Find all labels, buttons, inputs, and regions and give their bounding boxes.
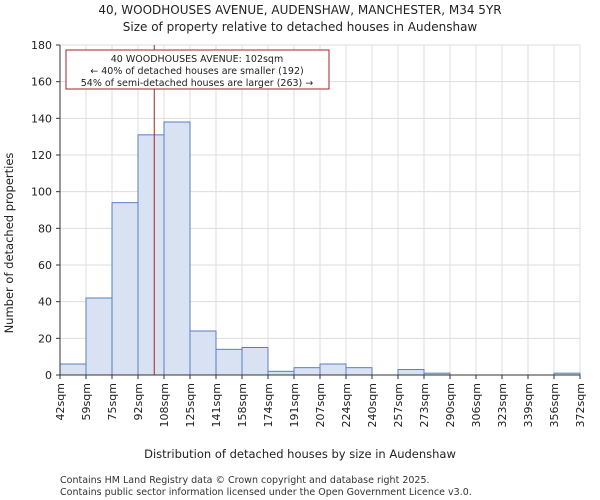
y-tick-label: 100 (31, 186, 52, 199)
x-tick-label: 191sqm (288, 383, 301, 427)
bar (111, 202, 139, 376)
x-tick-label: 224sqm (340, 383, 353, 427)
bar (163, 121, 191, 376)
x-tick-label: 125sqm (184, 383, 197, 427)
x-tick-label: 273sqm (418, 383, 431, 427)
x-tick-label: 174sqm (262, 383, 275, 427)
y-tick-label: 40 (38, 296, 52, 309)
x-tick-label: 339sqm (522, 383, 535, 427)
x-tick-label: 92sqm (132, 383, 145, 420)
x-tick-label: 306sqm (470, 383, 483, 427)
bar (137, 134, 165, 376)
x-tick-label: 42sqm (54, 383, 67, 420)
annotation-line2: ← 40% of detached houses are smaller (19… (90, 66, 303, 77)
annotation-line1: 40 WOODHOUSES AVENUE: 102sqm (111, 54, 283, 65)
chart-title-line2: Size of property relative to detached ho… (123, 20, 478, 34)
x-tick-label: 207sqm (314, 383, 327, 427)
annotation-border (65, 49, 330, 90)
bar (319, 363, 347, 376)
bar (215, 348, 243, 376)
y-axis-label: Number of detached properties (2, 153, 16, 334)
x-tick-label: 323sqm (496, 383, 509, 427)
y-tick-label: 120 (31, 149, 52, 162)
x-tick-label: 290sqm (444, 383, 457, 427)
y-tick-label: 180 (31, 39, 52, 52)
x-axis-ticks: 42sqm 59sqm 75sqm 92sqm 108sqm 125sqm 141sqm 15… (54, 375, 587, 427)
annotation-box: 40 WOODHOUSES AVENUE: 102sqm ← 40% of de… (65, 49, 330, 90)
chart-title-line1: 40, WOODHOUSES AVENUE, AUDENSHAW, MANCHE… (98, 3, 501, 17)
y-axis-ticks: 0 20 40 60 80 100 120 140 160 180 (31, 39, 60, 382)
x-tick-label: 240sqm (366, 383, 379, 427)
footer-line2: Contains public sector information licen… (60, 487, 472, 498)
y-tick-label: 80 (38, 222, 52, 235)
x-tick-label: 158sqm (236, 383, 249, 427)
y-tick-label: 0 (45, 369, 52, 382)
x-axis-label: Distribution of detached houses by size … (144, 447, 456, 461)
y-tick-label: 140 (31, 112, 52, 125)
y-tick-label: 20 (38, 332, 52, 345)
bar (345, 367, 373, 376)
footer-line1: Contains HM Land Registry data © Crown c… (60, 475, 430, 486)
bar (189, 330, 217, 376)
x-tick-label: 75sqm (106, 383, 119, 420)
bar (397, 369, 425, 376)
y-tick-label: 160 (31, 76, 52, 89)
x-tick-label: 108sqm (158, 383, 171, 427)
bar (59, 363, 87, 376)
bars (59, 121, 581, 376)
x-tick-label: 356sqm (548, 383, 561, 427)
x-tick-label: 141sqm (210, 383, 223, 427)
annotation-line3: 54% of semi-detached houses are larger (… (81, 78, 314, 89)
y-tick-label: 60 (38, 259, 52, 272)
x-tick-label: 59sqm (80, 383, 93, 420)
x-tick-label: 372sqm (574, 383, 587, 427)
bar (85, 297, 113, 376)
bar (293, 367, 321, 376)
bar (267, 370, 295, 376)
x-tick-label: 257sqm (392, 383, 405, 427)
bar (241, 347, 269, 376)
